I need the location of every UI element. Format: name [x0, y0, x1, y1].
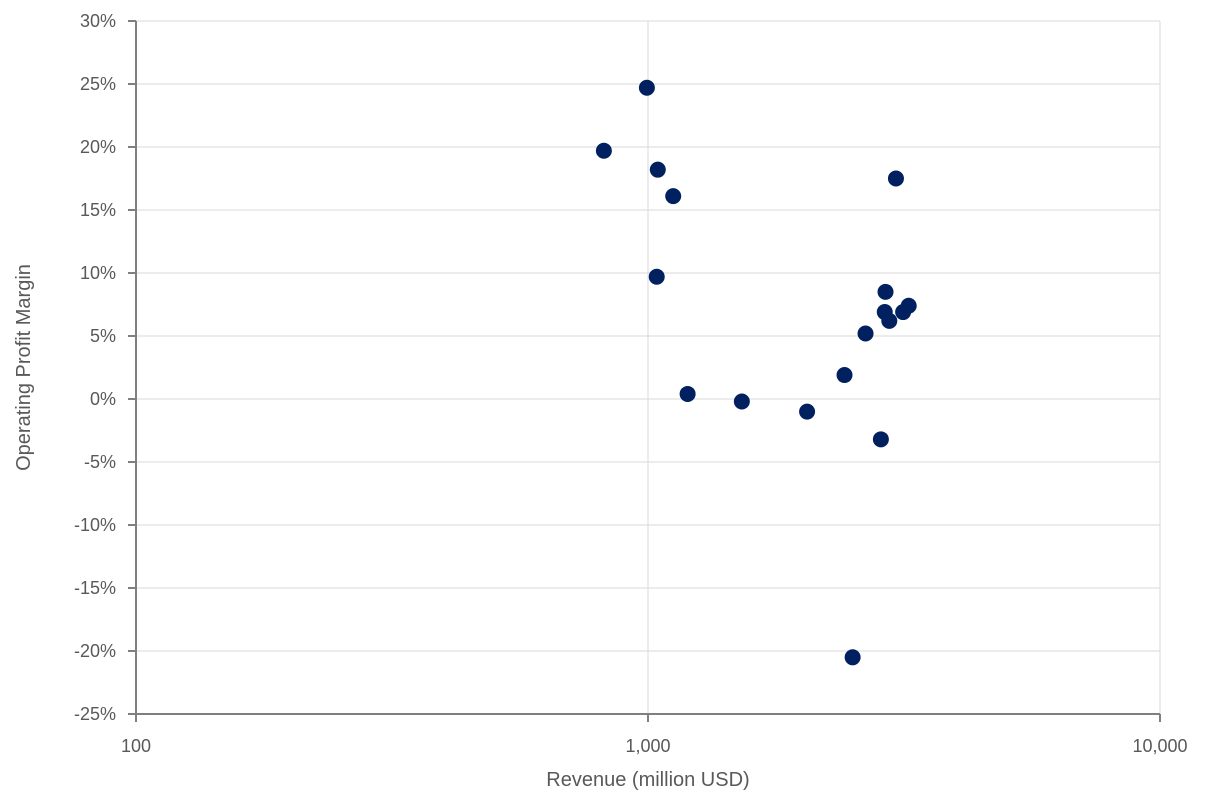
data-point: [595, 142, 612, 159]
y-tick-label: -15%: [74, 578, 116, 598]
data-point: [733, 393, 750, 410]
data-point: [799, 403, 816, 420]
y-tick-label: 20%: [80, 137, 116, 157]
y-tick-label: 30%: [80, 11, 116, 31]
data-point: [665, 188, 682, 205]
data-point: [877, 283, 894, 300]
data-point: [679, 385, 696, 402]
gridlines: [136, 20, 1161, 714]
data-point: [648, 268, 665, 285]
data-point: [844, 649, 861, 666]
y-axis-title: Operating Profit Margin: [13, 264, 35, 471]
data-point: [881, 312, 898, 329]
data-point: [900, 297, 917, 314]
y-tick-labels: 30% 25% 20% 15% 10% 5% 0% -5% -10% -15% -20% -25%: [74, 11, 116, 724]
y-tick-label: -10%: [74, 515, 116, 535]
y-tick-label: 10%: [80, 263, 116, 283]
x-axis-title: Revenue (million USD): [546, 769, 749, 791]
axes: [128, 20, 1161, 722]
y-tick-label: -5%: [84, 452, 116, 472]
y-tick-label: -20%: [74, 641, 116, 661]
data-point: [887, 170, 904, 187]
x-tick-labels: 100 1,000 10,000: [121, 736, 1188, 756]
x-tick-label: 100: [121, 736, 151, 756]
y-tick-label: -25%: [74, 704, 116, 724]
y-tick-label: 15%: [80, 200, 116, 220]
x-tick-label: 10,000: [1132, 736, 1187, 756]
data-point: [872, 431, 889, 448]
y-tick-label: 25%: [80, 74, 116, 94]
data-point: [836, 367, 853, 384]
data-point: [857, 325, 874, 342]
x-tick-label: 1,000: [625, 736, 670, 756]
data-point: [649, 161, 666, 178]
data-point: [638, 79, 655, 96]
data-points: [595, 79, 917, 666]
y-tick-label: 0%: [90, 389, 116, 409]
y-tick-label: 5%: [90, 326, 116, 346]
